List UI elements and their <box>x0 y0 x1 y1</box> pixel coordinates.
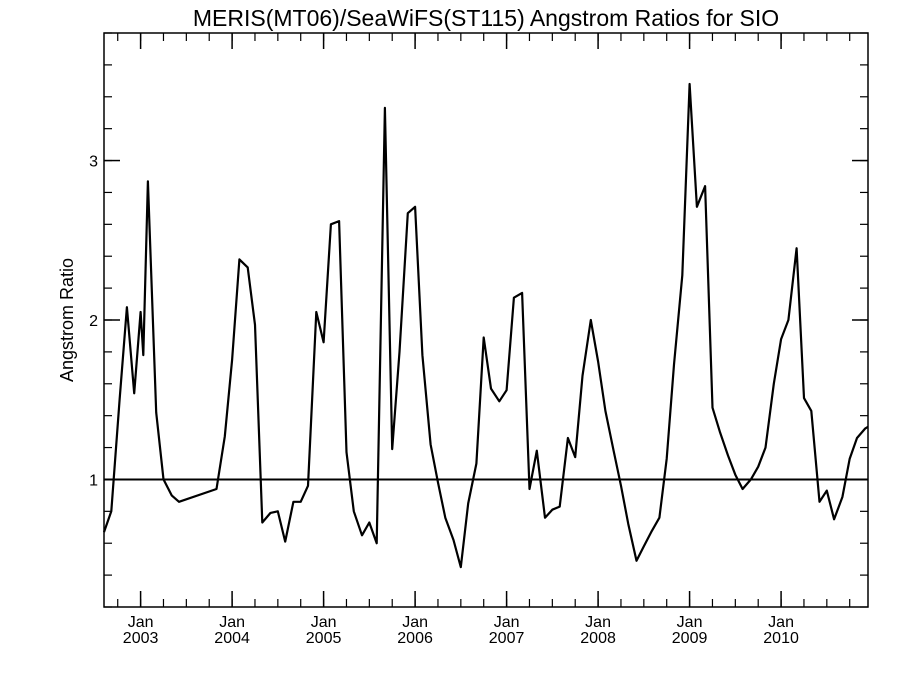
y-axis-label: Angstrom Ratio <box>57 258 77 382</box>
x-tick-label-year: 2003 <box>123 630 159 647</box>
chart-title: MERIS(MT06)/SeaWiFS(ST115) Angstrom Rati… <box>193 5 779 31</box>
y-tick-label: 1 <box>89 472 98 489</box>
y-tick-label: 2 <box>89 313 98 330</box>
x-tick-label-month: Jan <box>768 614 794 631</box>
x-tick-label-month: Jan <box>402 614 428 631</box>
x-tick-label-month: Jan <box>128 614 154 631</box>
x-tick-label-year: 2006 <box>397 630 433 647</box>
x-tick-label-month: Jan <box>677 614 703 631</box>
plot-frame <box>103 32 869 608</box>
minor-ticks <box>104 32 868 608</box>
y-tick-label: 3 <box>89 154 98 171</box>
tick-labels: 123Jan2003Jan2004Jan2005Jan2006Jan2007Ja… <box>89 154 799 647</box>
x-tick-label-year: 2009 <box>672 630 708 647</box>
x-tick-label-year: 2007 <box>489 630 525 647</box>
x-tick-label-month: Jan <box>494 614 520 631</box>
x-tick-label-month: Jan <box>219 614 245 631</box>
x-tick-label-month: Jan <box>311 614 337 631</box>
x-tick-label-month: Jan <box>585 614 611 631</box>
x-tick-label-year: 2010 <box>763 630 799 647</box>
x-tick-label-year: 2005 <box>306 630 342 647</box>
x-tick-label-year: 2008 <box>580 630 616 647</box>
major-ticks <box>104 33 868 607</box>
series-line <box>102 82 869 569</box>
x-tick-label-year: 2004 <box>214 630 250 647</box>
